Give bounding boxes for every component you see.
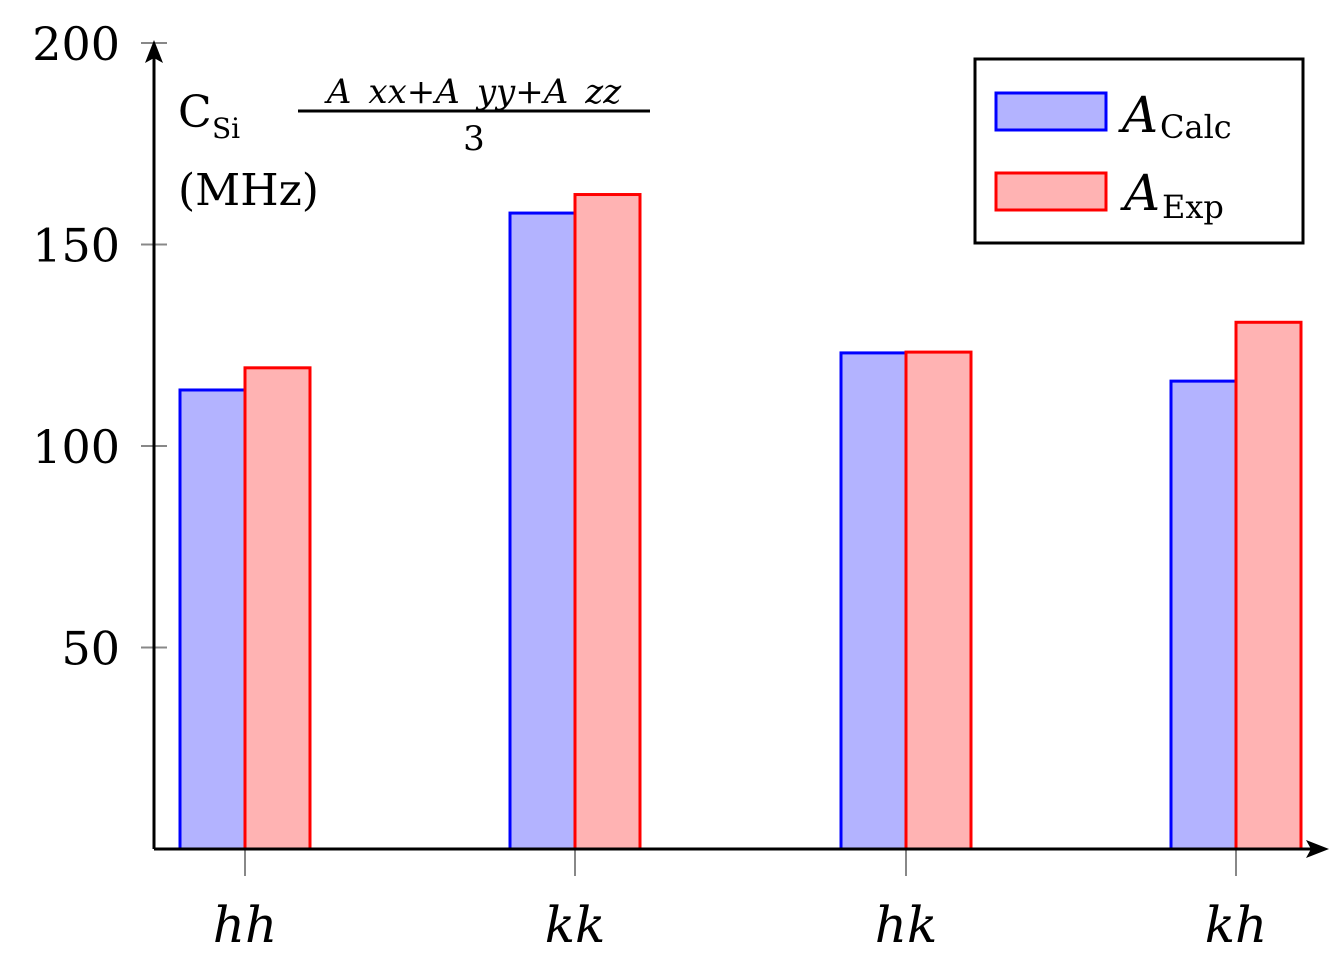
y-axis-arrow-icon xyxy=(145,40,163,63)
legend-box xyxy=(973,57,1305,245)
x-tick-label: hk xyxy=(875,896,938,954)
y-ticks: 50 100 150 200 xyxy=(32,17,167,676)
legend-swatch-calc xyxy=(994,91,1108,132)
bar-kh-calc xyxy=(1169,379,1238,851)
y-tick-label: 150 xyxy=(32,219,120,273)
bar-hk-calc xyxy=(839,351,908,851)
ylabel-unit: (MHz) xyxy=(178,165,319,216)
bar-kk-calc xyxy=(508,211,577,851)
ylabel-subscript: Si xyxy=(212,112,240,145)
legend-label-exp: A xyxy=(1120,164,1160,222)
y-tick-label: 50 xyxy=(61,622,120,676)
bar-kk-exp xyxy=(573,193,642,851)
bar-hh-calc xyxy=(178,388,247,851)
ylabel-denominator: 3 xyxy=(463,119,485,159)
legend: A Calc A Exp xyxy=(973,57,1305,245)
bar-hh-exp xyxy=(243,366,312,851)
legend-label-calc: A xyxy=(1118,86,1158,144)
legend-swatch-exp xyxy=(994,171,1108,212)
x-ticks: hh kk hk kh xyxy=(213,849,1267,954)
x-tick-label: kk xyxy=(545,896,606,954)
bar-hk-exp xyxy=(904,350,973,851)
y-tick-label: 100 xyxy=(32,420,120,474)
y-tick-label: 200 xyxy=(32,17,120,71)
y-axis-label: C Si A_xx+A_yy+A_zz 3 (MHz) xyxy=(178,72,650,216)
bars-group xyxy=(178,193,1303,851)
ylabel-numerator: A_xx+A_yy+A_zz xyxy=(324,72,622,112)
x-axis-arrow-icon xyxy=(1306,840,1329,858)
x-tick-label: kh xyxy=(1205,896,1268,954)
bar-kh-exp xyxy=(1234,320,1303,851)
legend-sub-calc: Calc xyxy=(1160,108,1232,146)
legend-sub-exp: Exp xyxy=(1162,188,1224,226)
ylabel-main: C xyxy=(178,87,212,138)
x-tick-label: hh xyxy=(213,896,277,954)
